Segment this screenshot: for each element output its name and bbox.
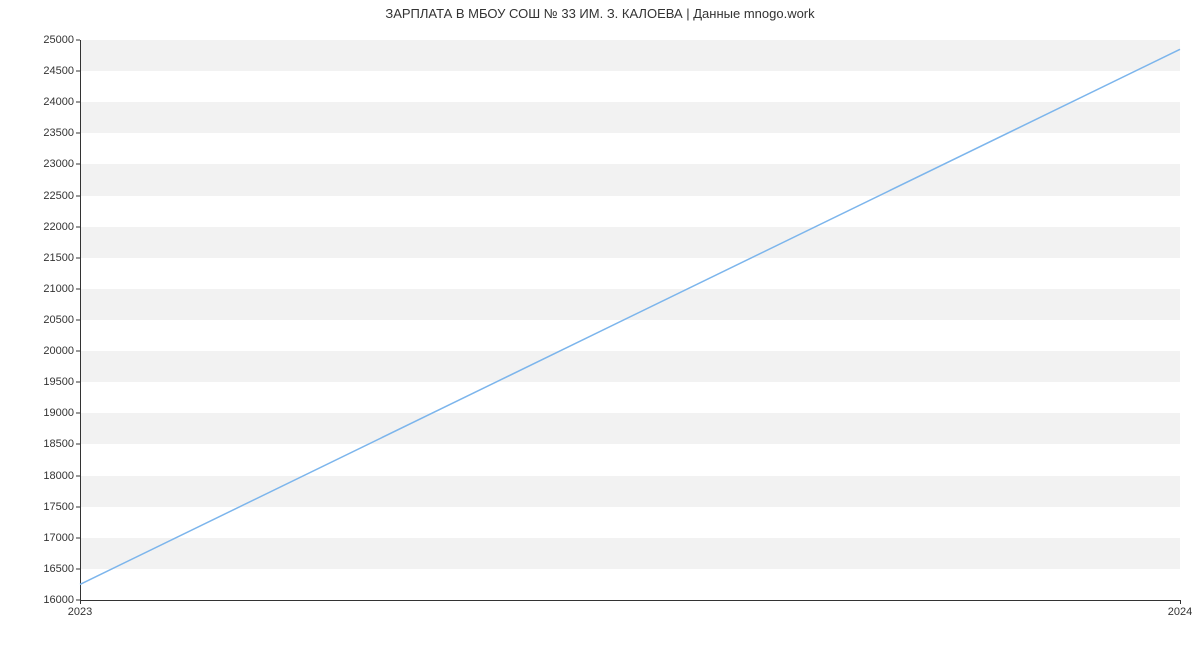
y-tick-label: 21500: [43, 252, 80, 264]
y-tick-label: 16500: [43, 563, 80, 575]
y-tick-label: 18000: [43, 470, 80, 482]
chart-container: ЗАРПЛАТА В МБОУ СОШ № 33 ИМ. З. КАЛОЕВА …: [0, 0, 1200, 650]
chart-title: ЗАРПЛАТА В МБОУ СОШ № 33 ИМ. З. КАЛОЕВА …: [0, 6, 1200, 21]
y-tick-label: 22500: [43, 190, 80, 202]
plot-area: 1600016500170001750018000185001900019500…: [80, 40, 1180, 600]
y-tick-label: 18500: [43, 438, 80, 450]
y-tick-label: 22000: [43, 221, 80, 233]
y-tick-label: 20000: [43, 345, 80, 357]
y-tick-label: 21000: [43, 283, 80, 295]
x-tick-mark: [1180, 600, 1181, 604]
y-tick-label: 19500: [43, 376, 80, 388]
x-axis-line: [80, 600, 1180, 601]
y-tick-label: 23000: [43, 158, 80, 170]
y-tick-label: 17000: [43, 532, 80, 544]
y-tick-label: 24000: [43, 96, 80, 108]
data-line: [80, 40, 1180, 600]
y-tick-label: 24500: [43, 65, 80, 77]
y-tick-label: 20500: [43, 314, 80, 326]
y-tick-label: 23500: [43, 127, 80, 139]
y-tick-label: 19000: [43, 407, 80, 419]
y-tick-label: 25000: [43, 34, 80, 46]
y-tick-label: 17500: [43, 501, 80, 513]
